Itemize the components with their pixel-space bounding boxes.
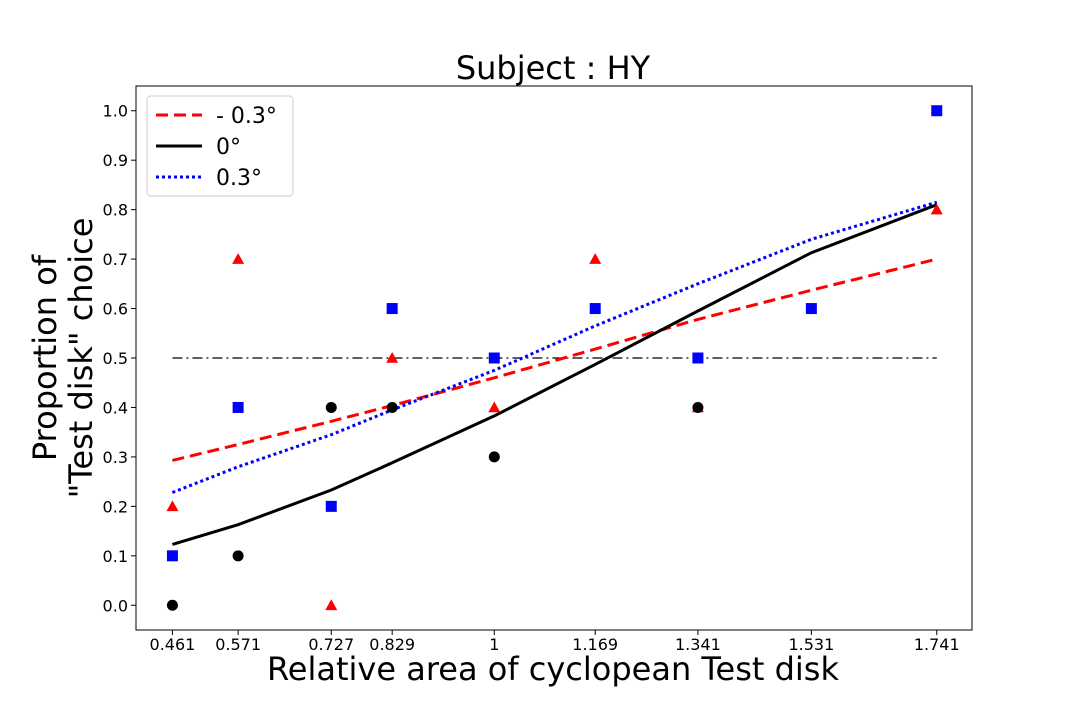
y-tick-label: 1.0 <box>103 102 128 121</box>
y-tick-label: 0.3 <box>103 448 128 467</box>
y-axis-title-line-1: Proportion of <box>26 254 64 461</box>
x-tick-label: 1 <box>489 635 499 654</box>
y-tick-label: 0.8 <box>103 201 128 220</box>
data-point <box>589 253 602 264</box>
x-axis: 0.461 0.571 0.727 0.829 1 1.169 1.341 1.531 1.74… <box>150 630 960 654</box>
data-point <box>166 500 179 512</box>
y-tick-label: 0.1 <box>103 547 128 566</box>
fit-line <box>172 257 938 462</box>
data-point <box>930 203 943 215</box>
data-point <box>805 303 817 315</box>
x-tick-label: 0.571 <box>215 635 261 654</box>
data-point <box>325 401 337 413</box>
y-axis: 0.0 0.1 0.2 0.3 0.4 0.5 0.6 0.7 0.8 0.9 1.0 <box>103 102 136 615</box>
data-points <box>166 105 943 611</box>
data-point <box>232 253 245 264</box>
data-point <box>325 599 338 611</box>
x-tick-label: 1.341 <box>675 635 721 654</box>
x-tick-label: 0.727 <box>308 635 354 654</box>
chart-title: Subject : HY <box>456 49 651 87</box>
data-point <box>232 550 244 562</box>
fit-curves <box>171 200 938 546</box>
y-tick-label: 0.0 <box>103 596 128 615</box>
y-tick-label: 0.9 <box>103 151 128 170</box>
data-point <box>386 303 398 315</box>
fit-line <box>171 203 938 546</box>
y-tick-label: 0.2 <box>103 497 128 516</box>
legend-label: 0.3° <box>216 166 262 191</box>
legend-label: - 0.3° <box>216 104 277 129</box>
data-point <box>488 451 500 463</box>
data-point <box>488 401 501 413</box>
x-tick-label: 1.169 <box>572 635 618 654</box>
y-tick-label: 0.6 <box>103 300 128 319</box>
data-point <box>931 105 943 117</box>
data-point <box>325 500 337 512</box>
x-tick-label: 0.461 <box>150 635 196 654</box>
x-tick-label: 0.829 <box>369 635 415 654</box>
data-point <box>488 352 500 364</box>
x-tick-label: 1.741 <box>914 635 960 654</box>
data-point <box>386 401 398 413</box>
data-point <box>166 550 178 562</box>
legend: - 0.3° 0° 0.3° <box>146 95 294 197</box>
y-axis-title-line-2: "Test disk" choice <box>62 218 100 499</box>
data-point <box>692 352 704 364</box>
y-tick-label: 0.5 <box>103 349 128 368</box>
data-point <box>692 401 704 413</box>
legend-label: 0° <box>216 135 241 160</box>
y-axis-title: Proportion of "Test disk" choice <box>26 218 100 499</box>
y-tick-label: 0.7 <box>103 250 128 269</box>
data-point <box>166 599 178 611</box>
fit-line <box>171 200 938 494</box>
data-point <box>589 303 601 315</box>
legend-box <box>146 95 294 197</box>
data-point <box>232 401 244 413</box>
y-tick-label: 0.4 <box>103 398 128 417</box>
x-axis-title: Relative area of cyclopean Test disk <box>267 650 839 688</box>
x-tick-label: 1.531 <box>788 635 834 654</box>
data-point <box>386 352 399 363</box>
